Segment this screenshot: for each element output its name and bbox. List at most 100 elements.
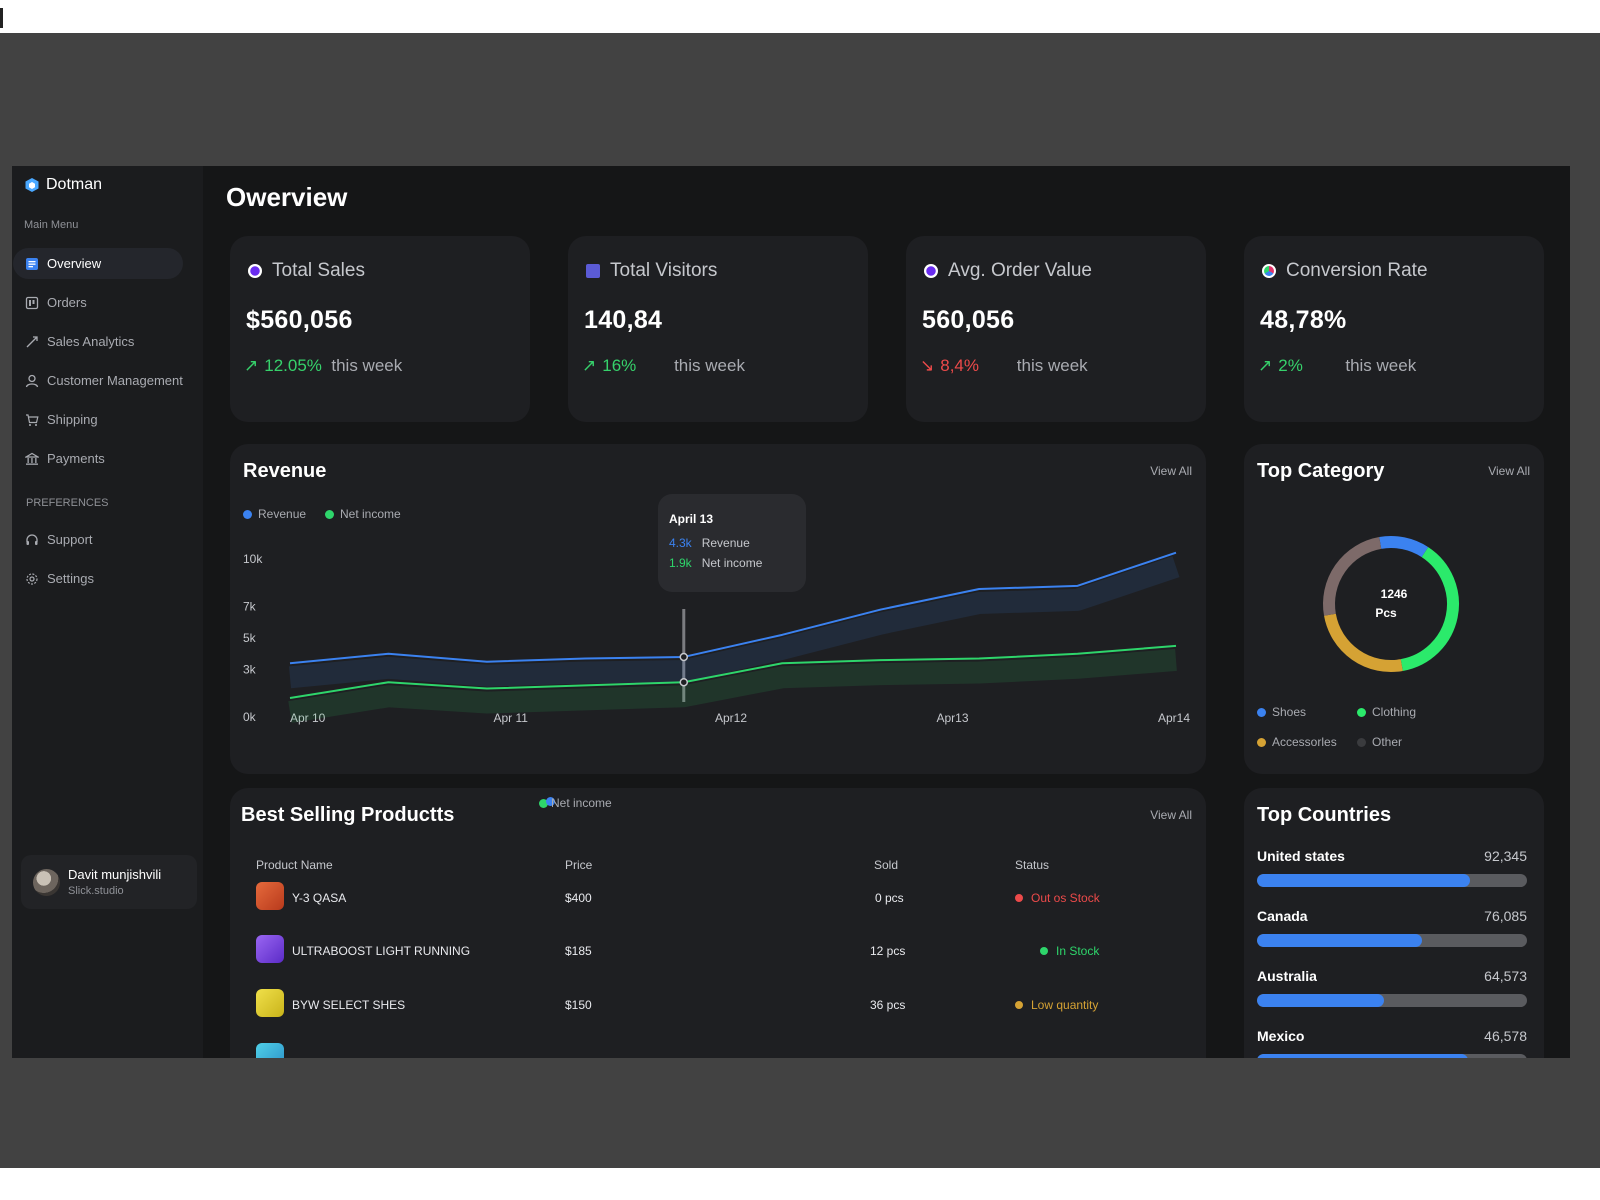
status-badge: Low quantity xyxy=(1015,998,1098,1012)
product-price: $185 xyxy=(565,944,592,958)
arrow-down-icon: ↘ xyxy=(920,356,935,375)
revenue-view-all-link[interactable]: View All xyxy=(1150,464,1192,478)
stat-card-total-visitors[interactable]: Total Visitors 140,84 ↗ 16% this week xyxy=(568,236,868,422)
country-progress-track xyxy=(1257,1054,1527,1058)
product-thumbnail xyxy=(256,1043,284,1058)
product-sold: 12 pcs xyxy=(870,944,906,958)
stat-card-avg-order-value[interactable]: Avg. Order Value 560,056 ↘ 8,4% this week xyxy=(906,236,1206,422)
trend-icon xyxy=(25,335,39,349)
y-tick-label: 5k xyxy=(243,631,257,645)
tooltip-revenue-label: Revenue xyxy=(701,536,750,550)
series-glow xyxy=(288,648,1177,723)
category-view-all-link[interactable]: View All xyxy=(1488,464,1530,478)
orders-icon xyxy=(25,296,39,310)
status-label: Low quantity xyxy=(1031,998,1099,1012)
donut-segment-other[interactable] xyxy=(1323,537,1382,616)
status-dot xyxy=(1040,947,1048,955)
column-header-price[interactable]: Price xyxy=(565,858,593,872)
donut-segment-accessorles[interactable] xyxy=(1324,613,1403,672)
top-category-card: Top Category View All 1246 Pcs Shoes Clo… xyxy=(1244,444,1544,774)
legend-label: Clothing xyxy=(1372,705,1417,719)
legend-dot xyxy=(1257,707,1266,717)
country-value: 76,085 xyxy=(1484,908,1527,924)
table-row-partial[interactable] xyxy=(230,1038,1188,1058)
sidebar-item-label: Orders xyxy=(47,295,87,310)
sidebar-item-sales-analytics[interactable]: Sales Analytics xyxy=(13,326,183,357)
stat-card-total-sales[interactable]: Total Sales $560,056 ↗ 12.05% this week xyxy=(230,236,530,422)
page-title: Owerview xyxy=(226,182,348,212)
donut-segment-shoes[interactable] xyxy=(1379,536,1429,558)
sidebar-item-shipping[interactable]: Shipping xyxy=(13,404,183,435)
legend-clothing: Clothing xyxy=(1357,705,1416,719)
avatar xyxy=(33,868,60,896)
legend-label: Net income xyxy=(551,796,612,810)
series-glow xyxy=(288,556,1180,689)
stat-change: 2% xyxy=(1278,356,1303,375)
category-title: Top Category xyxy=(1257,460,1385,482)
stat-card-conversion-rate[interactable]: Conversion Rate 48,78% ↗ 2% this week xyxy=(1244,236,1544,422)
country-progress-track xyxy=(1257,994,1527,1007)
logo-icon xyxy=(25,178,39,192)
sidebar-item-label: Overview xyxy=(47,256,102,271)
status-dot xyxy=(1015,894,1023,902)
product-sold: 0 pcs xyxy=(875,891,904,905)
dashboard-window: Dotman Main Menu Overview Orders Sales A… xyxy=(12,166,1570,1058)
y-tick-label: 3k xyxy=(243,663,257,677)
stat-title: Avg. Order Value xyxy=(948,260,1092,281)
product-thumbnail xyxy=(256,989,284,1017)
user-profile-card[interactable]: Davit munjishvili Slick.studio xyxy=(21,855,197,909)
column-header-sold[interactable]: Sold xyxy=(874,858,899,872)
stat-value: 560,056 xyxy=(922,306,1015,334)
country-name: Canada xyxy=(1257,908,1308,924)
legend-dot xyxy=(1357,737,1366,747)
legend-label: Accessorles xyxy=(1272,735,1337,749)
donut-center-unit: Pcs xyxy=(1375,606,1397,620)
top-countries-card: Top Countries United states 92,345 Canad… xyxy=(1244,788,1544,1058)
sidebar-item-settings[interactable]: Settings xyxy=(13,563,183,594)
sidebar-item-customer-management[interactable]: Customer Management xyxy=(13,365,183,396)
main-menu-label: Main Menu xyxy=(24,219,79,231)
highlight-point xyxy=(679,677,689,687)
product-price: $400 xyxy=(565,891,592,905)
brand[interactable]: Dotman xyxy=(24,176,102,194)
table-row[interactable]: ULTRABOOST LIGHT RUNNING $185 12 pcs In … xyxy=(230,930,1188,970)
country-progress-fill xyxy=(1257,1054,1468,1058)
user-org: Slick.studio xyxy=(68,885,124,897)
chart-tooltip: April 13 4.3k Revenue 1.9k Net income xyxy=(658,494,806,592)
column-header-status[interactable]: Status xyxy=(1015,858,1050,872)
country-progress-fill xyxy=(1257,874,1471,887)
sidebar-item-orders[interactable]: Orders xyxy=(13,287,183,318)
legend-dot xyxy=(325,509,334,519)
y-tick-label: 10k xyxy=(243,552,263,566)
country-progress-track xyxy=(1257,934,1527,947)
table-row[interactable]: BYW SELECT SHES $150 36 pcs Low quantity xyxy=(230,984,1188,1024)
brand-name: Dotman xyxy=(46,176,103,193)
category-donut-chart[interactable] xyxy=(1244,444,1544,774)
sidebar-item-support[interactable]: Support xyxy=(13,524,183,555)
legend-accessories: Accessorles xyxy=(1257,735,1337,749)
sidebar-item-payments[interactable]: Payments xyxy=(13,443,183,474)
tooltip-income-value: 1.9k xyxy=(669,556,692,570)
stat-change: 8,4% xyxy=(940,356,979,375)
legend-net-income: Net income xyxy=(325,507,401,521)
series-line-net-income xyxy=(289,644,1177,700)
document-icon xyxy=(25,257,39,271)
column-header-name[interactable]: Product Name xyxy=(256,858,333,872)
cart-icon xyxy=(25,413,39,427)
stat-title: Conversion Rate xyxy=(1286,260,1428,281)
tooltip-date: April 13 xyxy=(669,512,714,526)
product-name: ULTRABOOST LIGHT RUNNING xyxy=(292,944,471,958)
revenue-line-chart[interactable]: 10k 7k 5k 3k 0k Apr 10 Apr 11 Apr12 Apr13 Apr14 xyxy=(230,444,1206,774)
country-progress-fill xyxy=(1257,934,1422,947)
products-view-all-link[interactable]: View All xyxy=(1150,808,1192,822)
x-tick-label: Apr14 xyxy=(1158,711,1190,725)
sidebar-item-label: Payments xyxy=(47,451,105,466)
sidebar-item-overview[interactable]: Overview xyxy=(13,248,183,279)
legend-dot xyxy=(243,509,252,519)
table-row[interactable]: Y-3 QASA $400 0 pcs Out os Stock xyxy=(230,877,1188,917)
country-value: 92,345 xyxy=(1484,848,1527,864)
status-badge: Out os Stock xyxy=(1015,891,1100,905)
donut-segment-clothing[interactable] xyxy=(1400,547,1459,671)
sidebar-item-label: Support xyxy=(47,532,93,547)
order-dot-icon xyxy=(924,264,938,278)
